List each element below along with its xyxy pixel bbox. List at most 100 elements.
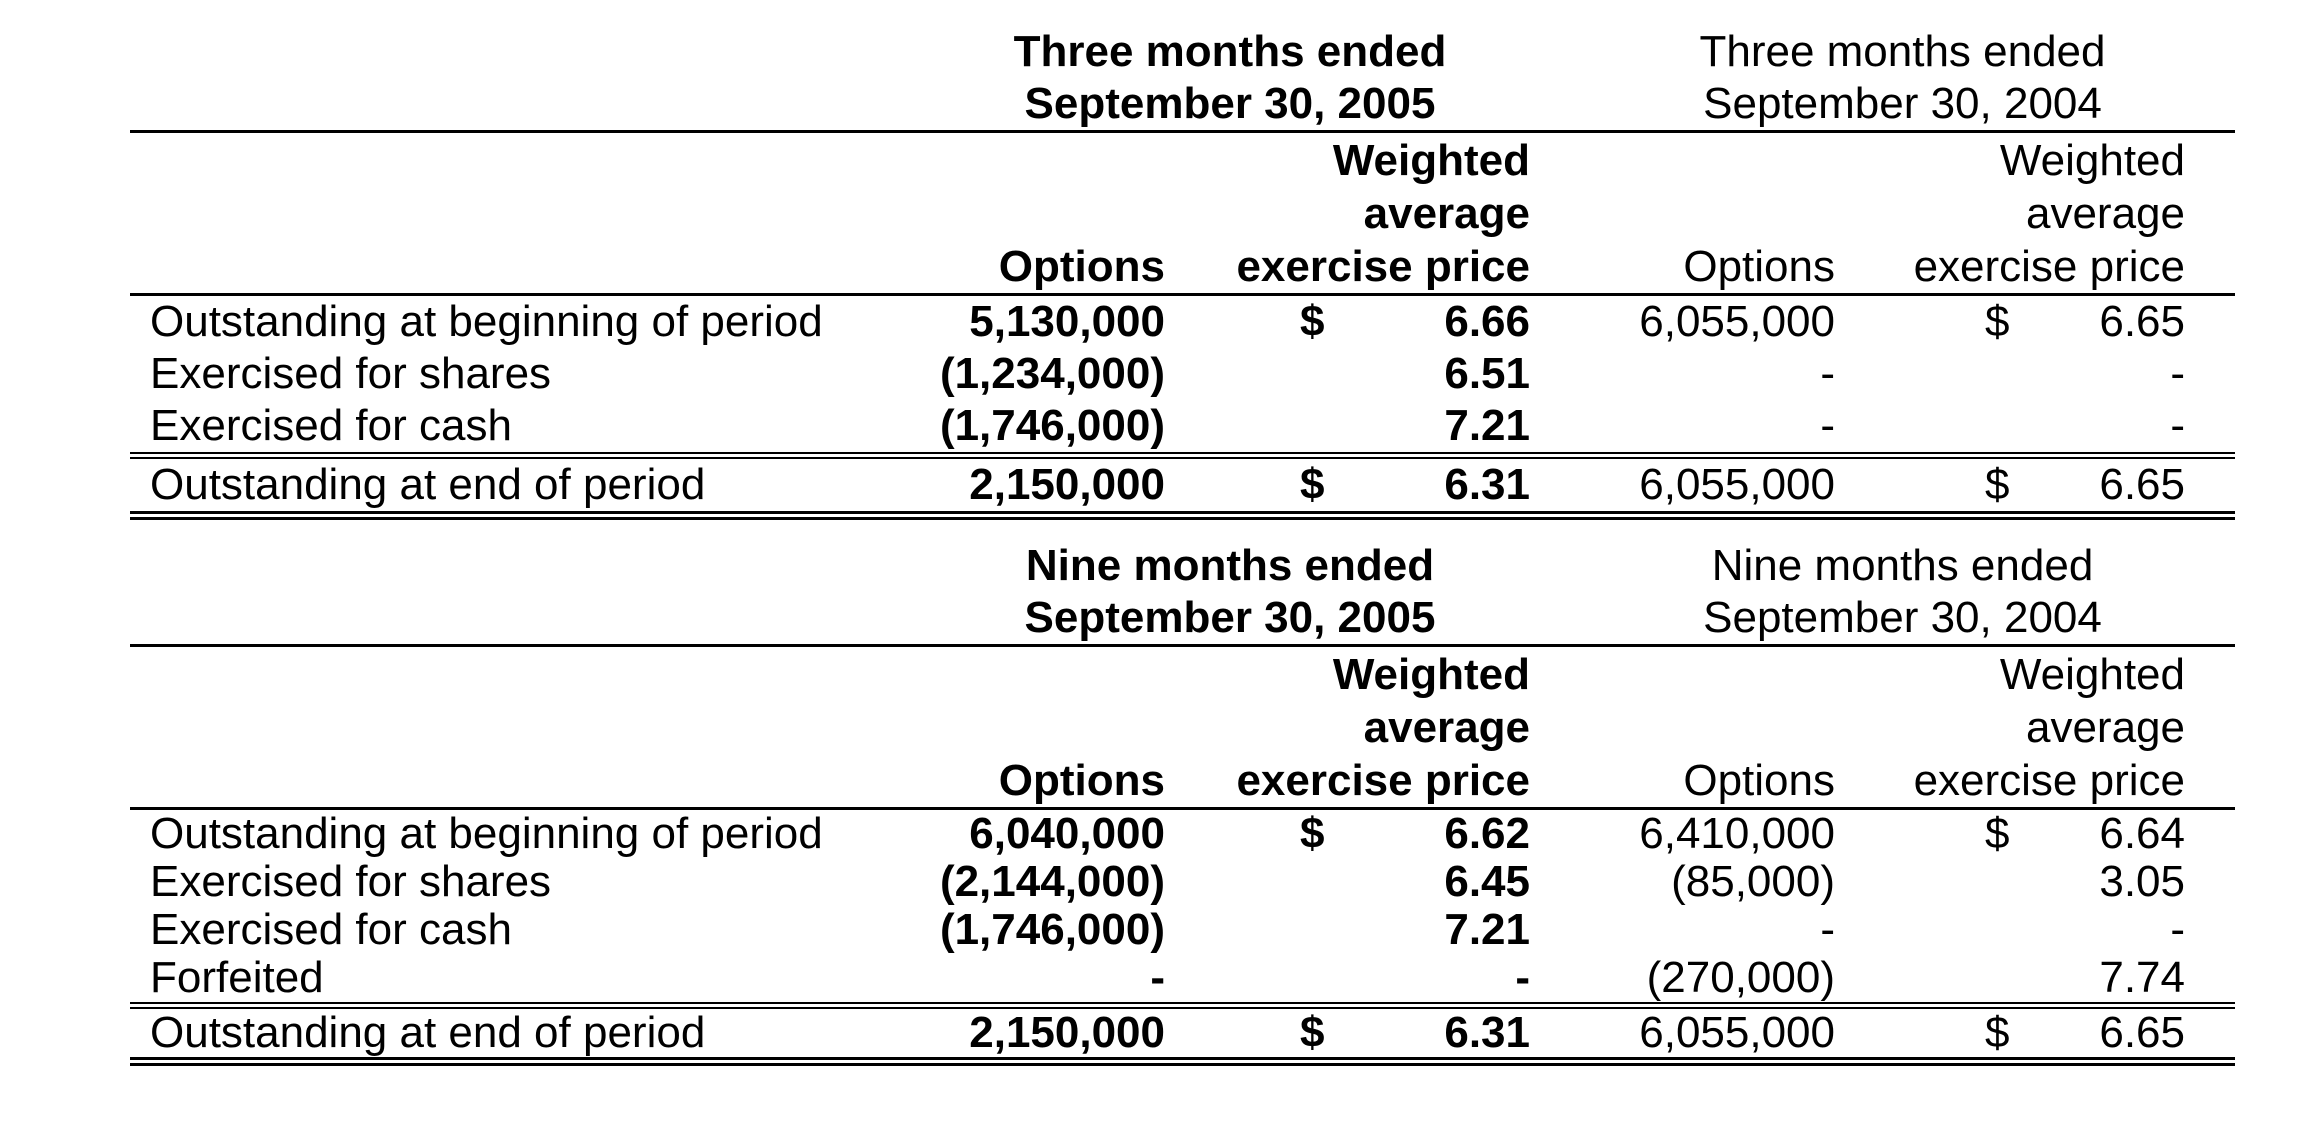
options-2005-value: (1,746,000)	[939, 401, 1165, 450]
column-header-row: Options Weighted average exercise price …	[130, 647, 2235, 810]
period-header-2005: Nine months ended September 30, 2005	[870, 540, 1530, 644]
weighted-average-exercise-price-header-2005: Weighted average exercise price	[1236, 136, 1530, 291]
price-2004-cell: $ 6.65	[1855, 459, 2185, 511]
period-header-row: Three months ended September 30, 2005 Th…	[130, 18, 2235, 133]
price-2004-value: -	[2170, 349, 2185, 398]
price-2005-cell: $ 6.31	[1165, 459, 1530, 511]
row-label: Outstanding at beginning of period	[150, 297, 823, 346]
options-2004-value: (85,000)	[1671, 857, 1835, 906]
period-header-2005-line1: Nine months ended	[1025, 541, 1435, 590]
price-2005-cell: $ 6.62	[1165, 810, 1530, 858]
price-2004-cell: -	[1855, 906, 2185, 954]
price-2004-value: 6.65	[2099, 460, 2185, 509]
options-2005-value: 5,130,000	[969, 297, 1165, 346]
currency-symbol-2004: $	[1985, 809, 2010, 858]
table-row: Exercised for shares (2,144,000) 6.45 (8…	[130, 858, 2235, 906]
row-label: Exercised for shares	[150, 349, 552, 398]
options-2004-value: 6,055,000	[1639, 297, 1835, 346]
price-2004-value: 7.74	[2099, 953, 2185, 1002]
row-label: Exercised for cash	[150, 905, 512, 954]
options-2005-value: (1,234,000)	[939, 349, 1165, 398]
price-2004-cell: -	[1855, 348, 2185, 400]
table-bottom-rule	[130, 1057, 2235, 1066]
price-2005-cell: 7.21	[1165, 906, 1530, 954]
price-2005-value: 6.45	[1444, 857, 1530, 906]
period-header-2004: Three months ended September 30, 2004	[1530, 26, 2235, 130]
period-header-2004: Nine months ended September 30, 2004	[1530, 540, 2235, 644]
options-2005-value: 2,150,000	[969, 460, 1165, 509]
price-2005-value: -	[1515, 953, 1530, 1002]
row-label: Outstanding at end of period	[150, 460, 706, 509]
price-2005-cell: 6.45	[1165, 858, 1530, 906]
price-2005-cell: 7.21	[1165, 400, 1530, 452]
table-row: Outstanding at beginning of period 6,040…	[130, 810, 2235, 858]
options-column-header-2004: Options	[1683, 756, 1835, 805]
price-2004-cell: -	[1855, 400, 2185, 452]
table-bottom-rule	[130, 511, 2235, 520]
period-header-2005-line1: Three months ended	[1013, 27, 1447, 76]
period-header-2005-line2: September 30, 2005	[1024, 79, 1436, 128]
price-2004-value: 6.64	[2099, 809, 2185, 858]
options-2004-value: -	[1820, 401, 1835, 450]
row-label: Exercised for shares	[150, 857, 552, 906]
price-2005-value: 6.31	[1444, 1008, 1530, 1057]
options-2005-value: -	[1150, 953, 1165, 1002]
price-2005-value: 6.62	[1444, 809, 1530, 858]
price-2005-value: 7.21	[1444, 905, 1530, 954]
price-2004-cell: 7.74	[1855, 954, 2185, 1002]
period-header-2004-line2: September 30, 2004	[1703, 79, 2102, 128]
table-row: Exercised for shares (1,234,000) 6.51 - …	[130, 348, 2235, 400]
currency-symbol-2005: $	[1300, 460, 1325, 509]
nine-months-table: Nine months ended September 30, 2005 Nin…	[130, 532, 2235, 1066]
options-2004-value: 6,055,000	[1639, 1008, 1835, 1057]
price-2004-value: 3.05	[2099, 857, 2185, 906]
three-months-table: Three months ended September 30, 2005 Th…	[130, 18, 2235, 520]
price-2005-value: 6.66	[1444, 297, 1530, 346]
price-2004-cell: 3.05	[1855, 858, 2185, 906]
price-2004-cell: $ 6.65	[1855, 296, 2185, 348]
price-2005-cell: -	[1165, 954, 1530, 1002]
price-2004-value: 6.65	[2099, 1008, 2185, 1057]
price-2005-value: 6.51	[1444, 349, 1530, 398]
price-2004-value: 6.65	[2099, 297, 2185, 346]
price-2005-cell: $ 6.31	[1165, 1009, 1530, 1057]
options-2005-value: 2,150,000	[969, 1008, 1165, 1057]
options-column-header-2005: Options	[998, 756, 1165, 805]
price-2004-cell: $ 6.64	[1855, 810, 2185, 858]
table-row: Outstanding at beginning of period 5,130…	[130, 296, 2235, 348]
weighted-average-exercise-price-header-2004: Weighted average exercise price	[1913, 650, 2185, 805]
options-2004-value: -	[1820, 349, 1835, 398]
price-2005-cell: 6.51	[1165, 348, 1530, 400]
period-header-2004-line2: September 30, 2004	[1703, 593, 2102, 642]
currency-symbol-2005: $	[1300, 1008, 1325, 1057]
currency-symbol-2004: $	[1985, 297, 2010, 346]
column-header-row: Options Weighted average exercise price …	[130, 133, 2235, 296]
price-2005-value: 7.21	[1444, 401, 1530, 450]
currency-symbol-2004: $	[1985, 1008, 2010, 1057]
price-2004-value: -	[2170, 905, 2185, 954]
period-header-2004-line1: Nine months ended	[1711, 541, 2094, 590]
row-label: Outstanding at end of period	[150, 1008, 706, 1057]
options-2004-value: -	[1820, 905, 1835, 954]
weighted-average-exercise-price-header-2005: Weighted average exercise price	[1236, 650, 1530, 805]
options-2005-value: (2,144,000)	[939, 857, 1165, 906]
options-2004-value: 6,410,000	[1639, 809, 1835, 858]
currency-symbol-2005: $	[1300, 297, 1325, 346]
price-2005-cell: $ 6.66	[1165, 296, 1530, 348]
stock-options-document: Three months ended September 30, 2005 Th…	[0, 18, 2301, 1143]
options-2004-value: 6,055,000	[1639, 460, 1835, 509]
total-row-top-rule	[130, 1002, 2235, 1009]
period-header-2004-line1: Three months ended	[1699, 27, 2106, 76]
total-row-top-rule	[130, 452, 2235, 459]
currency-symbol-2005: $	[1300, 809, 1325, 858]
period-header-2005-line2: September 30, 2005	[1024, 593, 1436, 642]
table-row-total: Outstanding at end of period 2,150,000 $…	[130, 1009, 2235, 1057]
row-label: Exercised for cash	[150, 401, 512, 450]
table-row-total: Outstanding at end of period 2,150,000 $…	[130, 459, 2235, 511]
table-row: Exercised for cash (1,746,000) 7.21 - -	[130, 400, 2235, 452]
options-2005-value: 6,040,000	[969, 809, 1165, 858]
row-label: Outstanding at beginning of period	[150, 809, 823, 858]
row-label: Forfeited	[150, 953, 324, 1002]
currency-symbol-2004: $	[1985, 460, 2010, 509]
period-header-2005: Three months ended September 30, 2005	[870, 26, 1530, 130]
